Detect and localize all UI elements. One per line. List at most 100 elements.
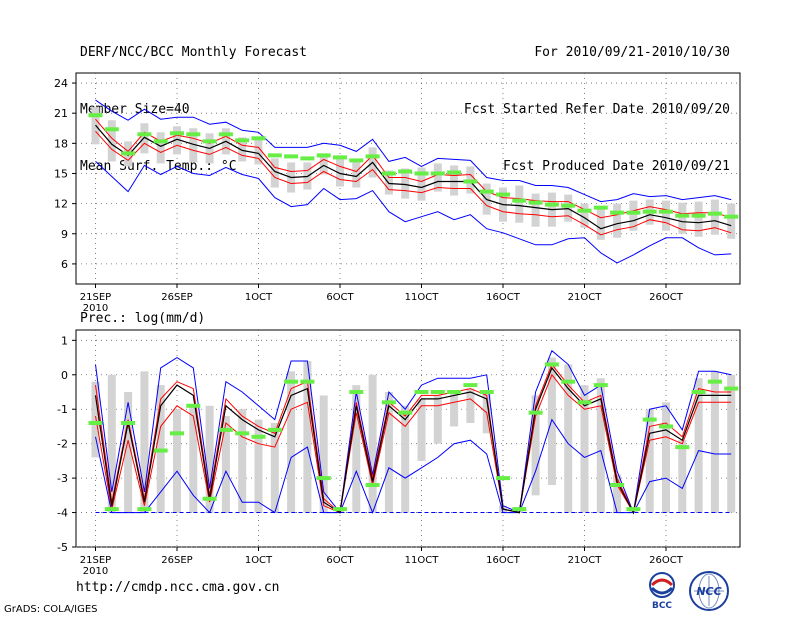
temp-xtick-label-1: 26SEP bbox=[161, 292, 192, 303]
prec-marker-15 bbox=[316, 476, 331, 481]
temp-ytick-label-2: 12 bbox=[54, 198, 68, 211]
temp-xtick-label-5: 16OCT bbox=[486, 292, 521, 303]
prec-spread-box-37 bbox=[678, 440, 687, 513]
header-left: DERF/NCC/BCC Monthly Forecast Member Siz… bbox=[80, 8, 307, 197]
temp-xtick-label-0: 21SEP bbox=[80, 292, 111, 303]
temp-marker-26 bbox=[496, 192, 510, 197]
temp-marker-23 bbox=[447, 170, 462, 175]
prec-xtick-label-5: 16OCT bbox=[486, 555, 521, 566]
prec-spread-box-35 bbox=[645, 409, 654, 513]
temp-marker-18 bbox=[365, 154, 380, 159]
prec-spread-box-30 bbox=[564, 364, 573, 513]
prec-lower-line bbox=[95, 373, 732, 514]
temp-marker-11 bbox=[251, 136, 266, 141]
temp-marker-1 bbox=[88, 113, 103, 118]
temp-upper-line bbox=[95, 118, 732, 219]
prec-spread-box-22 bbox=[433, 395, 442, 444]
temp-ytick-label-1: 9 bbox=[61, 228, 68, 241]
temp-marker-29 bbox=[544, 202, 559, 207]
temp-spread-box-39 bbox=[710, 199, 719, 235]
prec-marker-9 bbox=[218, 427, 233, 432]
temp-ytick-label-6: 24 bbox=[54, 77, 68, 90]
temp-marker-21 bbox=[414, 171, 429, 176]
prec-spread-box-39 bbox=[710, 371, 719, 513]
prec-marker-30 bbox=[561, 379, 576, 384]
temp-spread-box-33 bbox=[613, 203, 622, 238]
temp-spread-box-16 bbox=[336, 155, 344, 187]
temp-spread-box-23 bbox=[450, 165, 459, 196]
prec-max-line bbox=[95, 349, 732, 515]
prec-spread-box-11 bbox=[254, 419, 263, 513]
prec-marker-25 bbox=[479, 390, 494, 394]
temp-marker-28 bbox=[528, 200, 543, 205]
variable-label: Mean Surf. Temp.: °C bbox=[80, 159, 237, 174]
prec-marker-24 bbox=[463, 383, 478, 388]
prec-marker-23 bbox=[447, 390, 462, 394]
prec-spread-box-8 bbox=[205, 405, 214, 513]
prec-marker-37 bbox=[675, 445, 690, 450]
temp-marker-40 bbox=[724, 214, 739, 219]
temp-marker-2 bbox=[104, 127, 119, 132]
prec-spread-box-28 bbox=[531, 395, 540, 496]
prec-spread-box-4 bbox=[140, 371, 149, 513]
temp-spread-box-11 bbox=[254, 138, 263, 165]
prec-marker-18 bbox=[365, 483, 380, 487]
temp-xtick-label-2: 1OCT bbox=[245, 292, 273, 303]
temp-spread-box-12 bbox=[270, 158, 279, 188]
temp-spread-box-7 bbox=[189, 128, 198, 163]
temp-marker-8 bbox=[202, 139, 217, 144]
temp-spread-box-40 bbox=[727, 203, 736, 239]
temp-marker-22 bbox=[430, 171, 445, 176]
ncc-logo-label: NCC bbox=[696, 585, 721, 598]
prec-min-line bbox=[95, 418, 732, 515]
prec-marker-34 bbox=[626, 507, 641, 512]
temp-marker-39 bbox=[707, 211, 722, 216]
temp-spread-box-2 bbox=[107, 120, 116, 162]
temp-marker-17 bbox=[349, 158, 364, 163]
temp-marker-30 bbox=[561, 203, 576, 208]
prec-marker-16 bbox=[333, 507, 347, 512]
temp-spread-box-10 bbox=[238, 137, 247, 162]
prec-spread-box-32 bbox=[596, 378, 605, 513]
prec-mean-line bbox=[94, 366, 732, 515]
temp-ytick-label-0: 6 bbox=[61, 258, 68, 271]
bcc-logo-icon: BCC bbox=[649, 572, 675, 610]
temp-marker-37 bbox=[675, 213, 690, 218]
prec-marker-20 bbox=[398, 410, 413, 415]
prec-spread-box-17 bbox=[352, 385, 361, 513]
prec-marker-35 bbox=[642, 417, 657, 422]
temp-xtick-label-7: 26OCT bbox=[649, 292, 684, 303]
forecast-title: DERF/NCC/BCC Monthly Forecast bbox=[80, 45, 307, 60]
website-url[interactable]: http://cmdp.ncc.cma.gov.cn bbox=[76, 580, 280, 595]
prec-marker-8 bbox=[202, 496, 217, 501]
temp-marker-27 bbox=[512, 198, 527, 203]
prec-marker-39 bbox=[707, 379, 722, 384]
forecast-period: For 2010/09/21-2010/10/30 bbox=[534, 45, 730, 60]
ncc-logo-icon: NCC bbox=[689, 571, 729, 611]
prec-xtick-label-4: 11OCT bbox=[405, 555, 440, 566]
prec-marker-32 bbox=[593, 383, 608, 388]
temp-marker-16 bbox=[333, 155, 347, 160]
temp-spread-box-20 bbox=[401, 168, 410, 199]
prec-spread-box-14 bbox=[303, 361, 312, 513]
prec-marker-40 bbox=[724, 386, 739, 391]
prec-spread-box-18 bbox=[368, 374, 377, 513]
bcc-logo-label: BCC bbox=[652, 601, 672, 610]
prec-spread-box-13 bbox=[287, 371, 296, 513]
prec-spread-box-36 bbox=[662, 402, 670, 513]
temp-spread-box-37 bbox=[678, 202, 687, 234]
temp-spread-box-28 bbox=[531, 193, 540, 227]
temp-lower-line bbox=[95, 130, 732, 236]
temp-marker-34 bbox=[626, 210, 641, 215]
prec-spread-box-23 bbox=[450, 392, 459, 427]
prec-panel-title: Prec.: log(mm/d) bbox=[80, 311, 205, 326]
prec-spread-box-20 bbox=[401, 405, 410, 513]
prec-spread-box-24 bbox=[466, 388, 475, 423]
temp-spread-box-22 bbox=[433, 163, 442, 192]
temp-marker-4 bbox=[137, 132, 152, 137]
prec-marker-21 bbox=[414, 390, 429, 394]
prec-marker-33 bbox=[610, 483, 625, 487]
temp-marker-31 bbox=[577, 208, 592, 213]
prec-marker-6 bbox=[170, 431, 184, 436]
temp-year-label: 2010 bbox=[83, 303, 108, 314]
